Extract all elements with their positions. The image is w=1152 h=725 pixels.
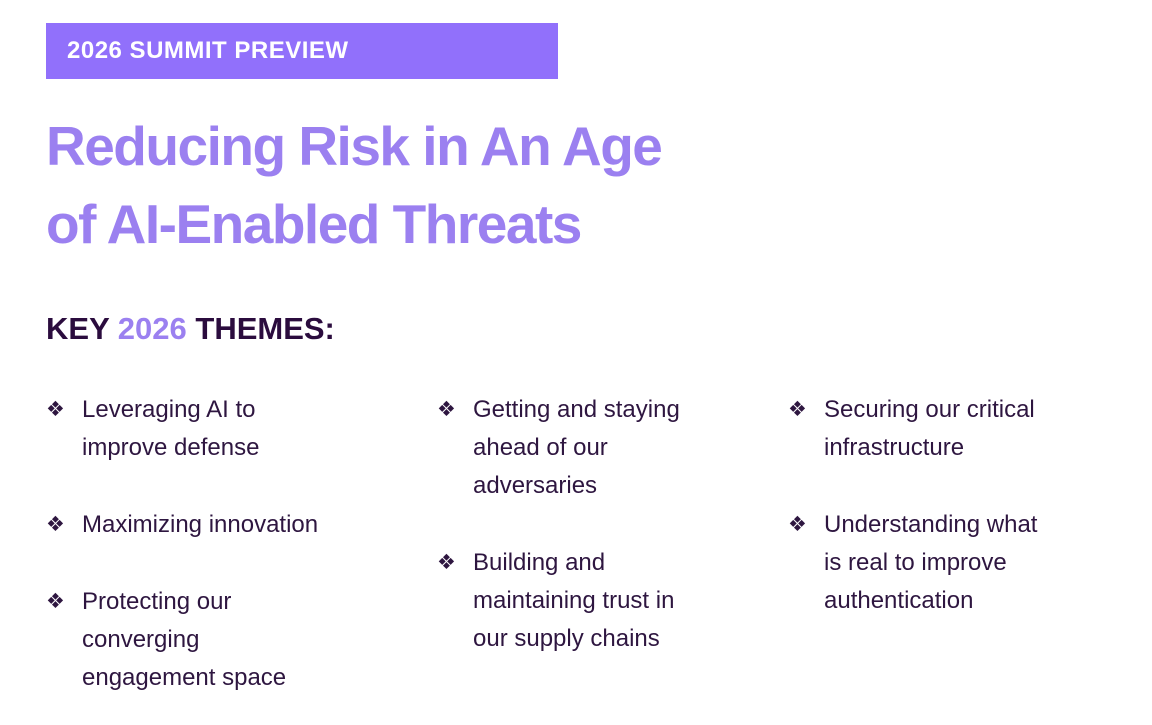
theme-text: Securing our critical infrastructure (824, 396, 1035, 461)
page-title: Reducing Risk in An Age of AI-Enabled Th… (46, 115, 663, 255)
theme-list-item: ❖ Understanding what is real to improve … (788, 506, 1106, 620)
themes-heading-suffix: THEMES: (186, 311, 335, 346)
diamond-bullet-icon: ❖ (46, 513, 65, 536)
theme-list-item: ❖ Building and maintaining trust in our … (437, 544, 788, 658)
theme-text: Protecting our converging engagement spa… (82, 588, 287, 691)
diamond-bullet-icon: ❖ (46, 590, 65, 613)
theme-list-item: ❖ Leveraging AI to improve defense (46, 391, 437, 467)
themes-heading: KEY 2026 THEMES: (46, 311, 1106, 347)
themes-heading-prefix: KEY (46, 311, 118, 346)
theme-list-item: ❖ Securing our critical infrastructure (788, 391, 1106, 467)
themes-column-1: ❖ Leveraging AI to improve defense ❖ Max… (46, 391, 437, 725)
themes-heading-year: 2026 (117, 311, 187, 346)
theme-text: Getting and staying ahead of our adversa… (473, 396, 680, 499)
theme-list-item: ❖ Getting and staying ahead of our adver… (437, 391, 788, 505)
themes-column-3: ❖ Securing our critical infrastructure ❖… (788, 391, 1106, 725)
themes-column-2: ❖ Getting and staying ahead of our adver… (437, 391, 788, 725)
themes-columns: ❖ Leveraging AI to improve defense ❖ Max… (46, 391, 1106, 725)
diamond-bullet-icon: ❖ (46, 398, 65, 421)
diamond-bullet-icon: ❖ (788, 398, 807, 421)
theme-text: Maximizing innovation (82, 511, 319, 538)
theme-text: Building and maintaining trust in our su… (473, 549, 675, 652)
banner-label: 2026 SUMMIT PREVIEW (67, 37, 349, 64)
theme-text: Understanding what is real to improve au… (824, 511, 1038, 614)
theme-text: Leveraging AI to improve defense (82, 396, 260, 461)
theme-list-item: ❖ Protecting our converging engagement s… (46, 583, 437, 697)
summit-preview-banner: 2026 SUMMIT PREVIEW (46, 23, 558, 79)
diamond-bullet-icon: ❖ (437, 398, 456, 421)
diamond-bullet-icon: ❖ (788, 513, 807, 536)
theme-list-item: ❖ Maximizing innovation (46, 506, 437, 544)
diamond-bullet-icon: ❖ (437, 551, 456, 574)
